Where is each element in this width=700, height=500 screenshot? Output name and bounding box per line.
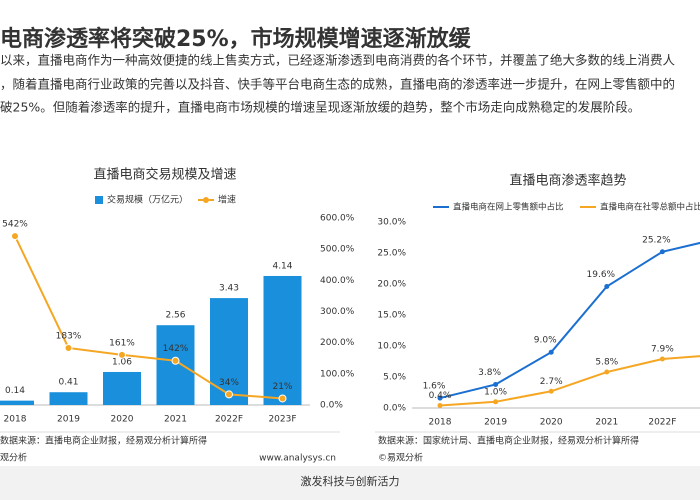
y2-tick-label: 600.0% [320, 214, 355, 224]
data-label: 1.6% [423, 382, 446, 392]
footer-bar [0, 466, 700, 500]
legend-label: 增速 [218, 194, 236, 206]
growth-line [14, 235, 283, 400]
slide-title: 电商渗透率将突破25%，市场规模增速逐渐放缓 [0, 26, 472, 52]
trend-point [548, 388, 554, 394]
y2-tick-label: 400.0% [320, 276, 355, 286]
data-label: 3.43 [219, 284, 239, 294]
bar [156, 325, 195, 405]
data-label: 161% [109, 338, 135, 348]
paragraph-line: 以来，直播电商作为一种高效便捷的线上售卖方式，已经逐渐渗透到电商消费的各个环节，… [0, 53, 676, 68]
data-label: 34% [219, 378, 239, 388]
data-label: 142% [163, 344, 189, 354]
growth-point [11, 232, 19, 241]
data-label: 1.06 [112, 357, 132, 367]
brand: ©易观分析 [378, 452, 423, 464]
x-tick-label: 2021 [164, 415, 187, 425]
x-tick-label: 2020 [540, 418, 563, 428]
legend-swatch [203, 197, 209, 203]
data-label: 5.8% [595, 358, 618, 368]
trend-point [493, 381, 499, 387]
data-label: 183% [56, 331, 82, 341]
data-label: 2.56 [165, 311, 185, 321]
bar [210, 298, 248, 405]
trend-line [439, 355, 700, 407]
trend-point [659, 356, 665, 362]
footer-text: 激发科技与创新活力 [301, 474, 400, 488]
source-note: 数据来源：直播电商企业财报，经易观分析计算所得 [0, 435, 207, 447]
y2-tick-label: 500.0% [320, 245, 355, 255]
legend-label: 直播电商在社零总额中占比 [600, 202, 700, 213]
trend-point [493, 399, 499, 405]
trend-point [437, 395, 443, 401]
data-label: 542% [2, 220, 28, 230]
data-label: 0.41 [58, 378, 78, 388]
bar [103, 371, 141, 405]
trend-point [604, 369, 610, 375]
trend-point [437, 403, 443, 409]
x-tick-label: 2022F [215, 415, 243, 425]
x-tick-label: 2018 [429, 418, 452, 428]
x-tick-label: 2022F [648, 418, 676, 428]
data-label: 9.0% [534, 336, 557, 346]
y2-tick-label: 200.0% [320, 338, 355, 348]
bar [263, 275, 302, 405]
x-tick-label: 2023F [268, 415, 296, 425]
x-tick-label: 2018 [4, 415, 27, 425]
trend-point [659, 249, 665, 255]
y-tick-label: 15.0% [377, 311, 406, 321]
bar [0, 400, 34, 405]
growth-point [225, 390, 233, 399]
y-tick-label: 25.0% [377, 249, 406, 259]
paragraph-line: ，随着直播电商行业政策的完善以及抖音、快手等平台电商生态的成熟，直播电商的渗透率… [0, 77, 675, 92]
data-label: 0.14 [5, 386, 25, 396]
x-tick-label: 2019 [57, 415, 80, 425]
legend-label: 交易规模（万亿元） [107, 194, 188, 206]
data-label: 25.2% [642, 235, 671, 245]
chart-title: 直播电商渗透率趋势 [509, 173, 626, 189]
legend-label: 直播电商在网上零售额中占比 [453, 202, 564, 213]
legend-swatch [95, 196, 103, 204]
y-tick-label: 30.0% [377, 218, 406, 228]
data-label: 4.14 [272, 261, 292, 271]
data-label: 7.9% [651, 345, 674, 355]
y-tick-label: 10.0% [377, 342, 406, 352]
data-label: 2.7% [540, 377, 563, 387]
x-tick-label: 2020 [111, 415, 134, 425]
data-label: 3.8% [478, 368, 501, 378]
y-tick-label: 20.0% [377, 280, 406, 290]
growth-point [64, 343, 73, 352]
y2-tick-label: 300.0% [320, 307, 355, 317]
paragraph-line: 破25%。但随着渗透率的提升，直播电商市场规模的增速呈现逐渐放缓的趋势，整个市场… [0, 100, 640, 115]
y-tick-label: 0.0% [383, 404, 406, 414]
data-label: 1.0% [484, 387, 507, 397]
brand: 观分析 [0, 452, 27, 464]
y2-tick-label: 0.0% [320, 401, 343, 411]
data-label: 0.4% [429, 391, 452, 401]
source-note: 数据来源：国家统计局、直播电商企业财报，经易观分析计算所得 [378, 435, 639, 447]
growth-point [278, 394, 287, 403]
data-label: 19.6% [587, 270, 616, 280]
trend-point [548, 349, 554, 355]
x-tick-label: 2021 [595, 418, 618, 428]
bar [49, 392, 88, 405]
y2-tick-label: 100.0% [320, 369, 355, 379]
growth-point [171, 356, 180, 365]
trend-line [439, 241, 700, 400]
chart-title: 直播电商交易规模及增速 [93, 167, 236, 183]
data-label: 21% [272, 382, 292, 392]
y-tick-label: 5.0% [383, 373, 406, 383]
growth-point [118, 350, 126, 359]
url: www.analysys.cn [259, 454, 336, 464]
x-tick-label: 2019 [484, 418, 507, 428]
trend-point [604, 283, 610, 289]
